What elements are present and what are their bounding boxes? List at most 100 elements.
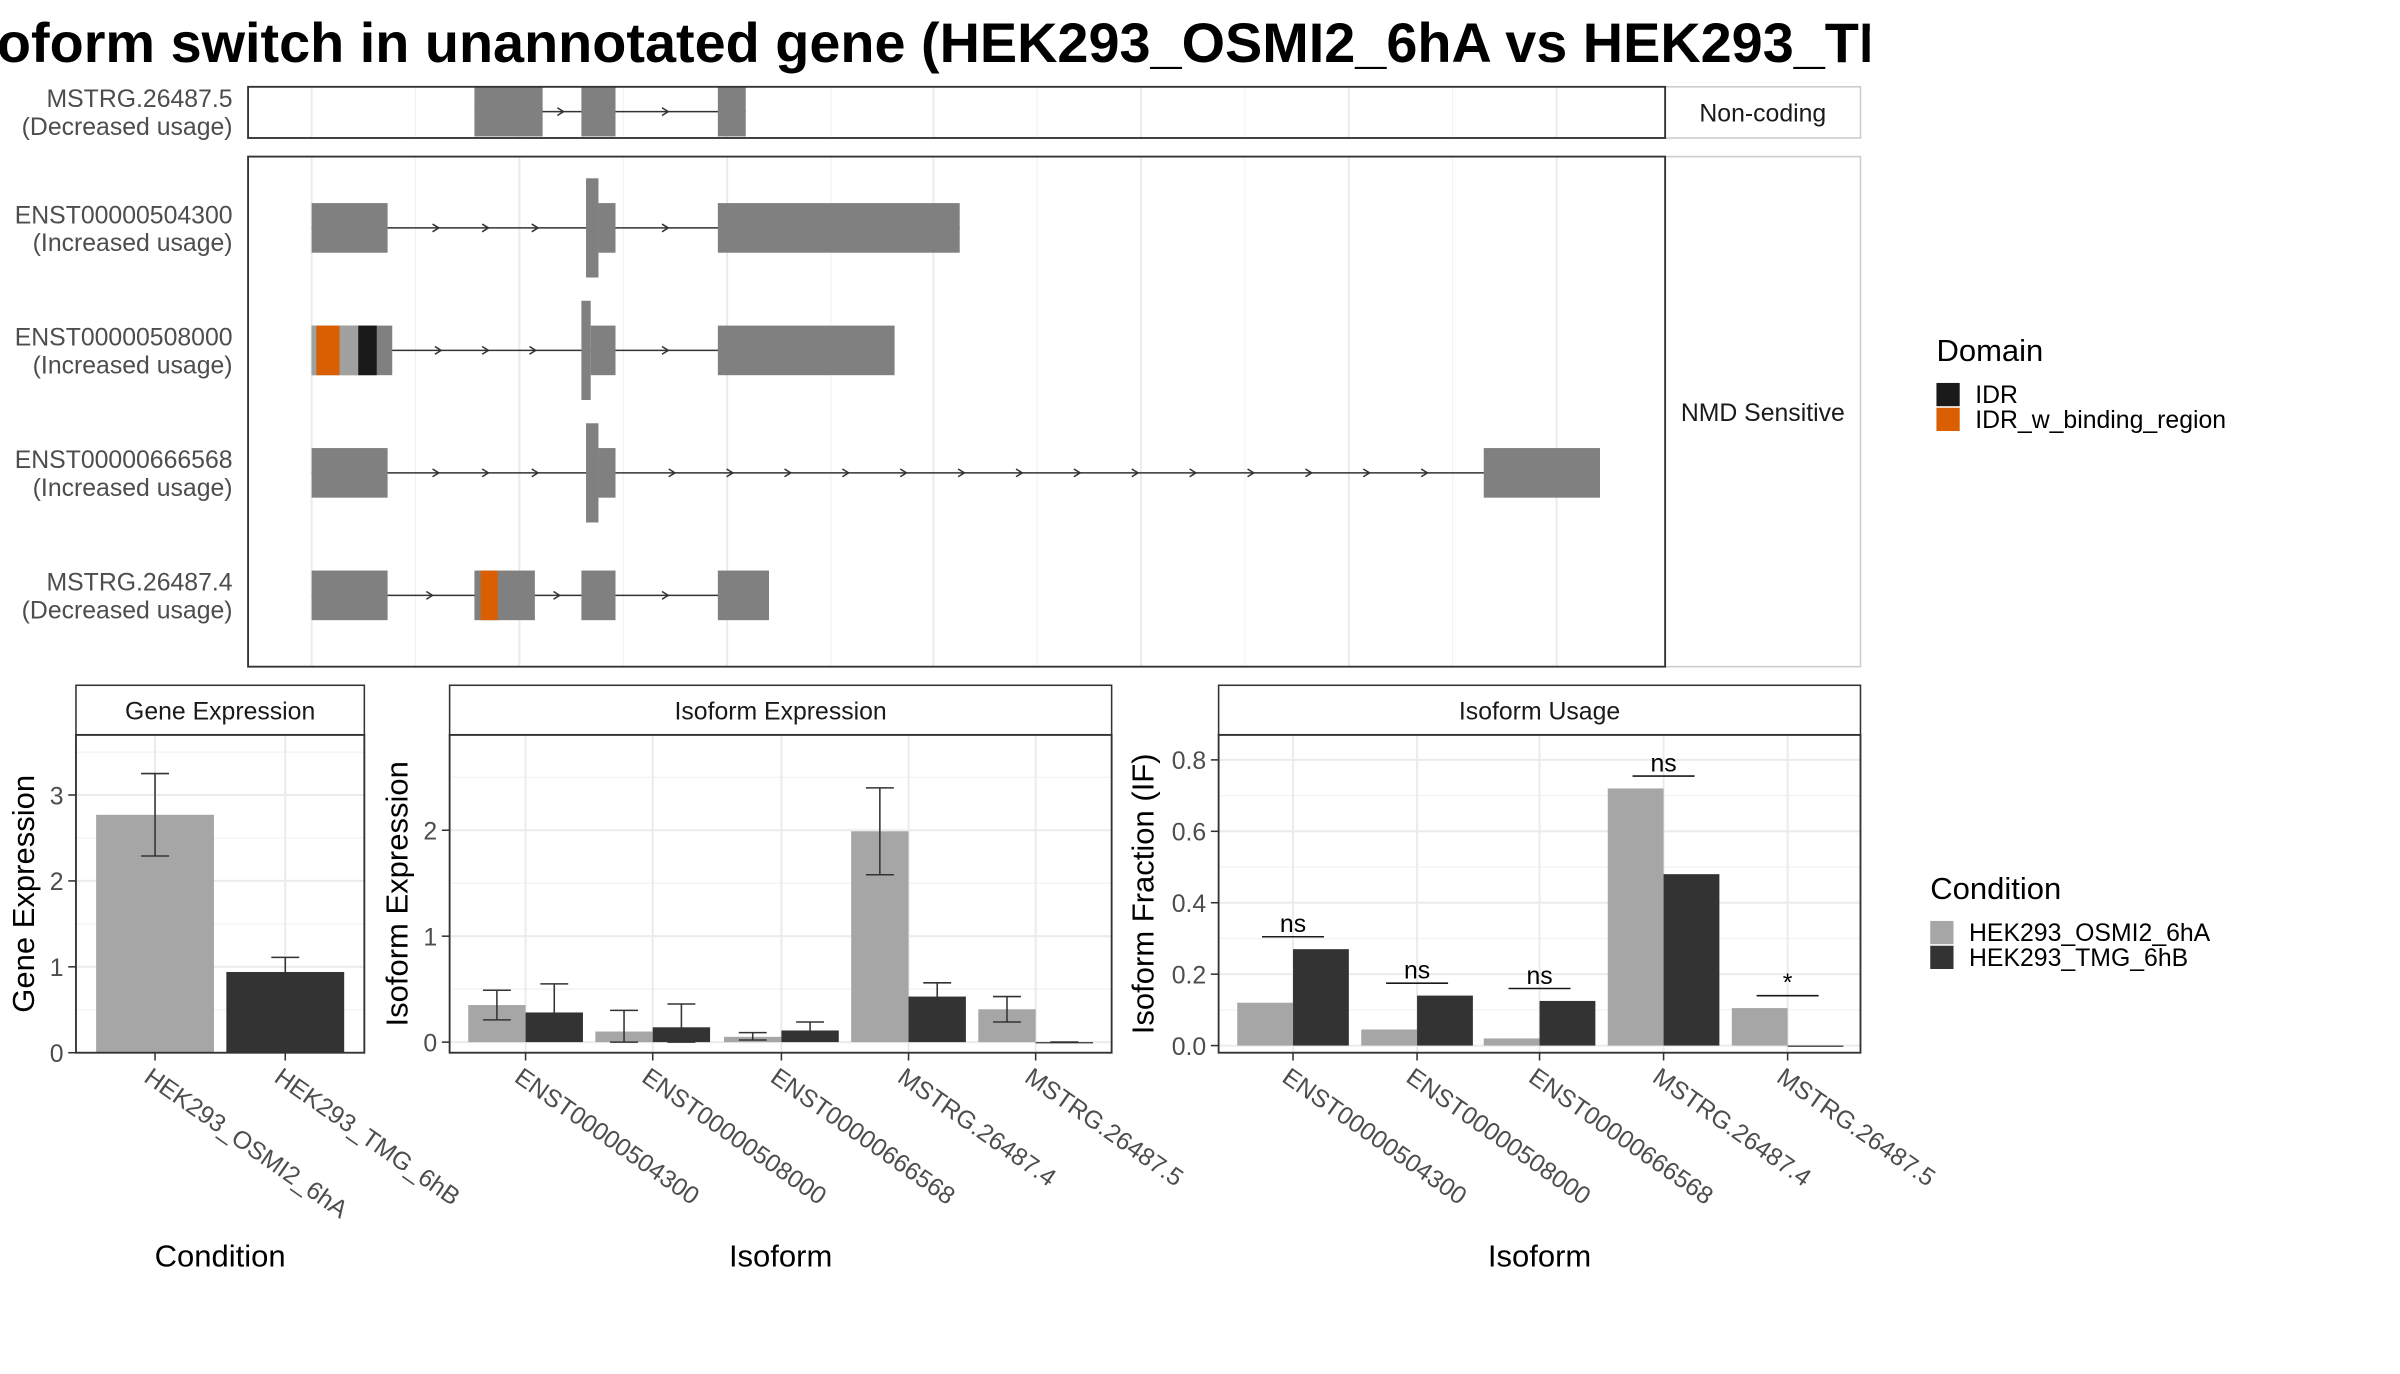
domain-idr-binding — [480, 570, 498, 621]
bar — [1483, 1038, 1540, 1046]
direction-arrow — [481, 468, 490, 478]
transcript-name: ENST00000508000 — [15, 325, 233, 352]
bar — [1237, 1002, 1294, 1046]
exon-block — [598, 448, 616, 498]
legend-label: IDR_w_binding_region — [1975, 407, 2226, 434]
direction-arrow — [1420, 468, 1429, 478]
y-tick-label: 2 — [423, 819, 437, 846]
bar — [1417, 995, 1473, 1046]
legend-label: HEK293_OSMI2_6hA — [1969, 920, 2211, 947]
direction-arrow — [1247, 468, 1256, 478]
transcript-usage: (Increased usage) — [33, 230, 233, 257]
chart-panel: Isoform UsagensENST00000504300nsENST0000… — [1125, 684, 1940, 1274]
error-bar — [993, 995, 1021, 1023]
y-tick-label: 0 — [50, 1041, 64, 1068]
direction-arrow — [1189, 468, 1198, 478]
panel-strip — [75, 684, 366, 736]
significance-label: ns — [1526, 963, 1552, 990]
exon-block — [311, 203, 388, 253]
y-tick-label: 1 — [50, 955, 64, 982]
transcript-usage: (Decreased usage) — [22, 114, 233, 141]
y-tick-label: 3 — [50, 783, 64, 810]
exon-block — [717, 570, 769, 621]
panel-title: Gene Expression — [125, 698, 315, 725]
domain-idr-binding — [316, 325, 340, 376]
transcript-usage: (Increased usage) — [33, 475, 233, 502]
exon-block — [581, 86, 616, 137]
direction-arrow — [841, 468, 851, 478]
legend-key — [1930, 920, 1954, 945]
direction-arrow — [481, 345, 490, 355]
legend-label: HEK293_TMG_6hB — [1969, 945, 2188, 972]
y-tick-label: 0.6 — [1172, 820, 1206, 847]
exon-block — [586, 423, 599, 523]
error-bar — [796, 1021, 825, 1038]
x-axis-title: Condition — [155, 1239, 286, 1274]
transcript-row: ENST00000504300(Increased usage) — [15, 178, 960, 278]
panel-border — [75, 733, 366, 1054]
direction-arrow — [432, 223, 441, 233]
structure-panel-border — [247, 155, 1667, 668]
legend-title: Condition — [1930, 871, 2061, 906]
error-bar — [667, 1003, 696, 1043]
y-axis-title: Gene Expression — [6, 775, 41, 1013]
exon-block — [311, 570, 388, 621]
domain-idr — [358, 325, 377, 376]
direction-arrow — [661, 107, 670, 117]
legend-key — [1936, 407, 1960, 432]
y-tick-label: 2 — [50, 869, 64, 896]
transcript-name: MSTRG.26487.4 — [46, 570, 232, 597]
transcript-name: ENST00000504300 — [15, 202, 233, 229]
direction-arrow — [661, 345, 670, 355]
transcript-usage: (Decreased usage) — [22, 598, 233, 625]
transcript-name: ENST00000666568 — [15, 447, 233, 474]
legend-title: Domain — [1936, 333, 2043, 368]
direction-arrow — [668, 468, 677, 478]
direction-arrow — [1015, 468, 1024, 478]
chart-panel: Gene ExpressionHEK293_OSMI2_6hAHEK293_TM… — [6, 684, 464, 1274]
y-tick-label: 0 — [423, 1030, 437, 1057]
bar — [1731, 1008, 1788, 1046]
direction-arrow — [531, 223, 540, 233]
error-bar — [482, 989, 511, 1021]
transcript-row: ENST00000666568(Increased usage) — [15, 423, 1601, 523]
error-bar — [865, 787, 894, 876]
significance-label: * — [1783, 970, 1793, 997]
error-bar — [610, 1009, 638, 1043]
exon-block — [474, 86, 543, 137]
bar — [1663, 874, 1720, 1046]
direction-arrow — [425, 590, 435, 600]
facet-strip — [1664, 155, 1862, 668]
error-bar — [923, 982, 952, 1012]
legend-label: IDR — [1975, 382, 2018, 409]
error-bar — [738, 1031, 767, 1041]
bar — [1539, 1000, 1596, 1046]
transcript-usage: (Increased usage) — [33, 353, 233, 380]
exon-block — [581, 300, 591, 401]
structure-panel-border — [247, 85, 1667, 139]
exon-block — [311, 448, 388, 498]
transcript-row: MSTRG.26487.5(Decreased usage) — [22, 86, 746, 141]
bar — [1787, 1045, 1844, 1047]
facet-strip — [1664, 86, 1862, 139]
error-bar — [141, 772, 169, 857]
exon-block — [598, 203, 616, 253]
significance-label: ns — [1404, 958, 1430, 985]
panel-strip — [1217, 684, 1862, 736]
direction-arrow — [899, 468, 908, 478]
y-tick-label: 0.8 — [1172, 748, 1206, 775]
exon-block — [717, 86, 746, 137]
direction-arrow — [432, 468, 441, 478]
direction-arrow — [434, 345, 443, 355]
direction-arrow — [784, 468, 793, 478]
error-bar — [540, 983, 569, 1041]
direction-arrow — [481, 223, 490, 233]
exon-block — [581, 570, 616, 621]
exon-block — [717, 203, 960, 253]
figure-title: Isoform switch in unannotated gene (HEK2… — [0, 10, 1870, 75]
significance-label: ns — [1280, 911, 1306, 938]
exon-utr — [339, 325, 359, 376]
bar — [1361, 1029, 1418, 1046]
panel-title: Isoform Expression — [675, 698, 887, 725]
